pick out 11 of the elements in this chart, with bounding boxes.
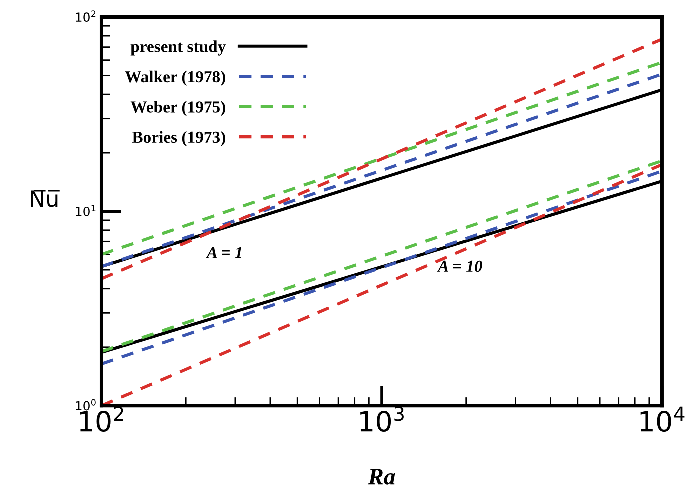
- x-axis-title: Ra: [368, 469, 396, 485]
- annotation: A = 10: [437, 260, 483, 272]
- y-axis-title: N̅u̅: [31, 190, 60, 208]
- y-tick-label: 10$^{1}$: [76, 205, 96, 216]
- legend-label: present study: [130, 40, 226, 56]
- legend-label: Bories (1973): [132, 131, 226, 146]
- y-tick-label: 10$^{2}$: [76, 10, 96, 22]
- annotation: A = 1: [206, 247, 242, 258]
- legend-label: Weber (1975): [130, 101, 226, 116]
- x-tick-label: 10$^{4}$: [640, 406, 685, 432]
- legend-label: Walker (1978): [125, 70, 226, 86]
